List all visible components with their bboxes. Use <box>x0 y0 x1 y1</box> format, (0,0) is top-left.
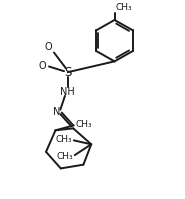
Text: S: S <box>64 66 71 79</box>
Text: CH₃: CH₃ <box>57 152 73 161</box>
Text: CH₃: CH₃ <box>115 3 132 12</box>
Text: O: O <box>38 61 46 71</box>
Text: N: N <box>53 107 60 117</box>
Text: CH₃: CH₃ <box>56 135 72 144</box>
Text: CH₃: CH₃ <box>75 120 92 129</box>
Text: O: O <box>45 42 52 52</box>
Text: NH: NH <box>60 87 75 97</box>
